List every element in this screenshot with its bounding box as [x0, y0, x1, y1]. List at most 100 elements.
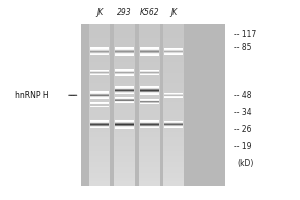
Bar: [115, 51, 134, 52]
Bar: [89, 94, 110, 97]
Bar: [139, 121, 160, 124]
Bar: [90, 104, 109, 105]
Bar: [115, 48, 134, 49]
Bar: [114, 140, 135, 143]
Bar: [89, 75, 110, 78]
Bar: [90, 73, 109, 74]
Bar: [139, 161, 160, 164]
Bar: [140, 53, 159, 54]
Bar: [114, 91, 135, 94]
Bar: [114, 61, 135, 64]
Bar: [139, 67, 160, 70]
Bar: [140, 48, 159, 49]
Bar: [163, 67, 184, 70]
Bar: [140, 90, 159, 91]
Bar: [114, 102, 135, 105]
Bar: [164, 94, 183, 95]
Bar: [140, 74, 159, 75]
Bar: [90, 92, 109, 93]
Bar: [89, 86, 110, 89]
Bar: [115, 99, 134, 100]
Bar: [90, 122, 109, 123]
Bar: [115, 53, 134, 54]
Bar: [163, 99, 184, 102]
Bar: [115, 48, 134, 49]
Bar: [89, 156, 110, 159]
Bar: [90, 98, 109, 99]
Bar: [140, 91, 159, 92]
Bar: [89, 118, 110, 121]
Bar: [163, 97, 184, 100]
Bar: [90, 120, 109, 121]
Bar: [115, 101, 134, 102]
Bar: [115, 86, 134, 87]
Bar: [139, 178, 160, 181]
Bar: [90, 72, 109, 73]
Bar: [115, 69, 134, 70]
Text: --: --: [70, 91, 76, 100]
Bar: [164, 51, 183, 52]
Bar: [114, 148, 135, 151]
Bar: [115, 123, 134, 124]
Bar: [114, 113, 135, 116]
Bar: [90, 120, 109, 121]
Bar: [89, 64, 110, 67]
Bar: [139, 167, 160, 170]
Bar: [90, 123, 109, 124]
Bar: [139, 72, 160, 75]
Bar: [115, 123, 134, 124]
Bar: [140, 73, 159, 74]
Bar: [114, 80, 135, 83]
Bar: [115, 127, 134, 128]
Bar: [163, 156, 184, 159]
Bar: [89, 123, 110, 127]
Bar: [90, 126, 109, 127]
Bar: [140, 87, 159, 88]
Bar: [163, 153, 184, 156]
Bar: [115, 88, 134, 89]
Bar: [139, 172, 160, 175]
Bar: [163, 91, 184, 94]
Bar: [90, 74, 109, 75]
Bar: [140, 126, 159, 127]
Bar: [140, 123, 159, 124]
Bar: [89, 126, 110, 129]
Bar: [140, 72, 159, 73]
Bar: [115, 72, 134, 73]
Bar: [164, 126, 183, 127]
Bar: [139, 113, 160, 116]
Bar: [114, 153, 135, 156]
Bar: [163, 53, 184, 56]
Bar: [90, 121, 109, 122]
Bar: [139, 107, 160, 110]
Bar: [115, 52, 134, 53]
Bar: [90, 73, 109, 74]
Bar: [114, 59, 135, 62]
Bar: [90, 103, 109, 104]
Bar: [114, 110, 135, 113]
Bar: [89, 148, 110, 151]
Bar: [114, 121, 135, 124]
Bar: [90, 50, 109, 51]
Bar: [114, 159, 135, 162]
Bar: [164, 93, 183, 94]
Bar: [115, 89, 134, 90]
Bar: [115, 73, 134, 74]
Bar: [89, 159, 110, 162]
Bar: [90, 96, 109, 97]
Bar: [114, 180, 135, 183]
Bar: [140, 103, 159, 104]
Bar: [139, 59, 160, 62]
Bar: [164, 125, 183, 126]
Bar: [164, 53, 183, 54]
Bar: [89, 59, 110, 62]
Bar: [114, 150, 135, 154]
Bar: [115, 86, 134, 87]
Text: -- 19: -- 19: [234, 142, 251, 151]
Bar: [90, 104, 109, 105]
Bar: [114, 156, 135, 159]
Bar: [139, 34, 160, 38]
Bar: [115, 87, 134, 88]
Bar: [90, 93, 109, 94]
Bar: [115, 53, 134, 54]
